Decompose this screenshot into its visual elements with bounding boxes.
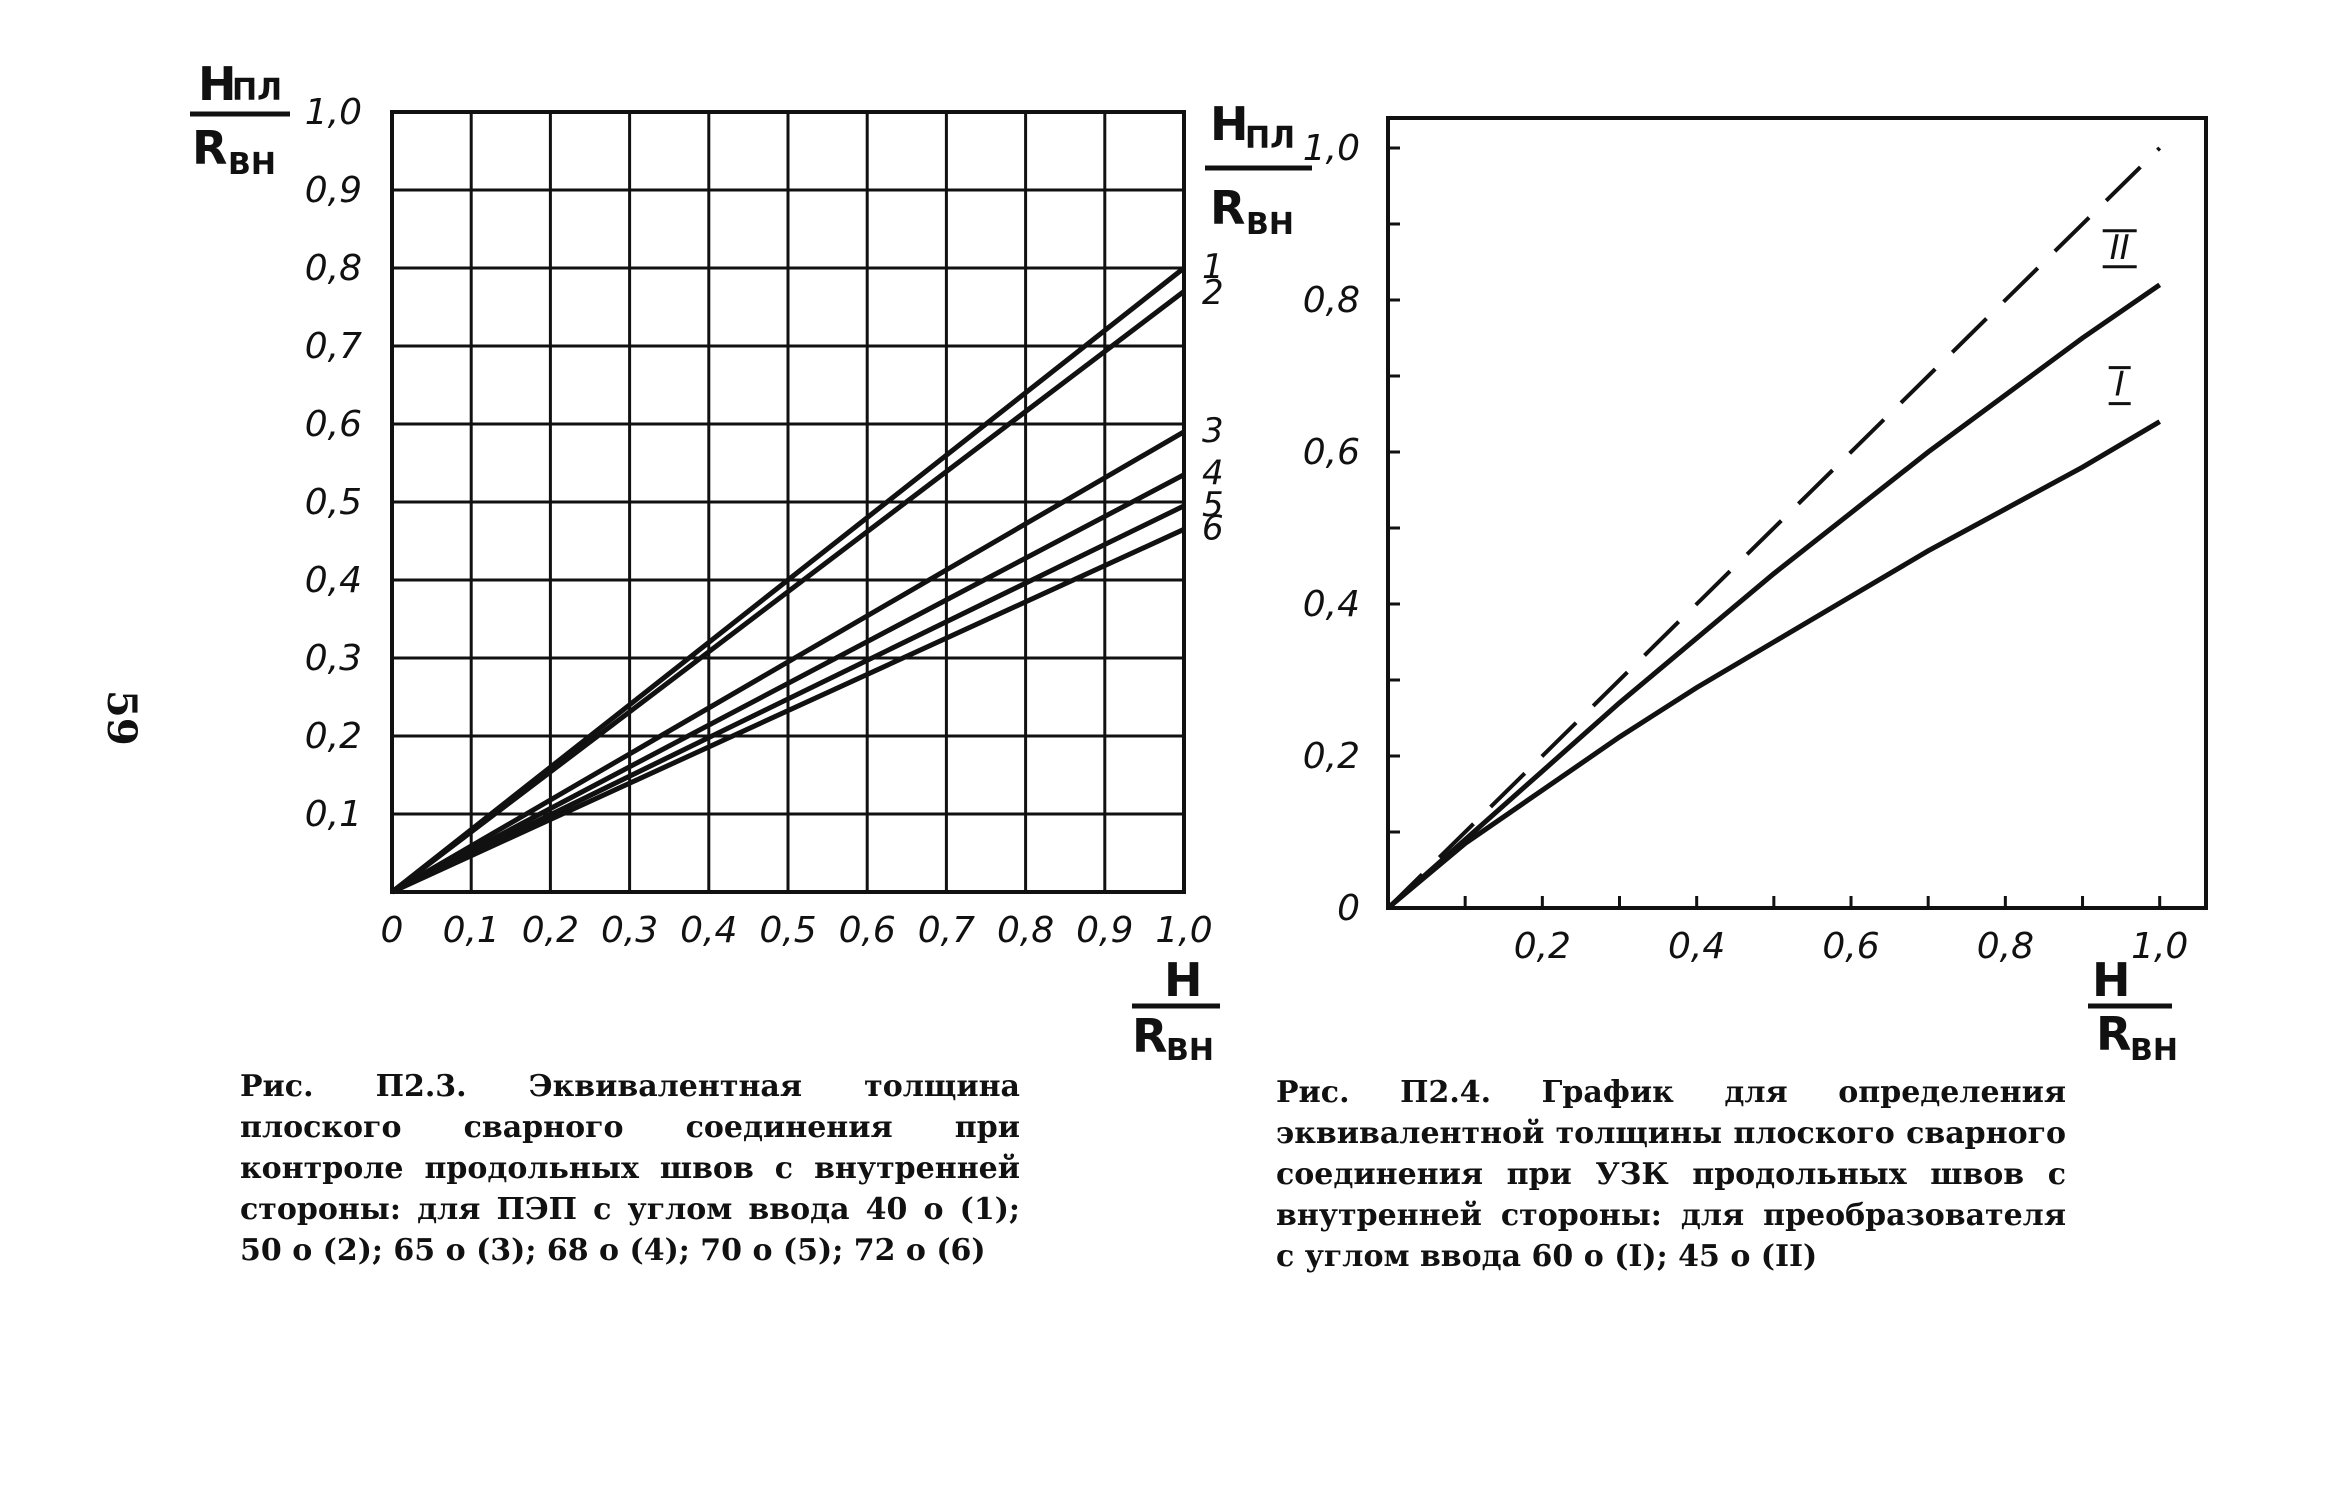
chart1-x-tick-label: 0,9 — [1076, 910, 1133, 951]
chart1-tick-labels: 0 0,1 0,2 0,3 0,4 0,5 0,6 0,7 0,8 0,9 1,0 0,1 0,2 0,3… — [305, 92, 1213, 951]
chart1-series-line-3 — [390, 429, 1186, 895]
svg-text:ПЛ: ПЛ — [232, 73, 282, 108]
svg-text:H: H — [2092, 953, 2131, 1007]
chart2-axes — [1386, 116, 2208, 910]
chart2-x-tick-label: 0,4 — [1668, 926, 1725, 967]
chart1-x-tick-label: 0,7 — [918, 910, 975, 951]
svg-text:ВН: ВН — [1166, 1033, 1214, 1068]
chart1-series-line-6 — [390, 527, 1186, 895]
chart2-x-axis-label: H R ВН — [2088, 953, 2178, 1068]
svg-text:R: R — [192, 121, 227, 175]
chart1-x-tick-label: 0,4 — [680, 910, 737, 951]
chart1-y-tick-label: 1,0 — [305, 92, 362, 133]
chart1-y-tick-label: 0,3 — [305, 638, 362, 679]
svg-text:H: H — [1164, 953, 1203, 1007]
chart2-y-tick-label: 1,0 — [1303, 128, 1360, 169]
chart1-series-label: 2 — [1202, 273, 1224, 313]
svg-text:R: R — [1132, 1009, 1167, 1063]
chart1-x-tick-label: 0,1 — [443, 910, 500, 951]
chart1-series-label: 4 — [1202, 454, 1224, 494]
chart2-y-tick-label: 0,6 — [1303, 432, 1360, 473]
chart1-x-tick-label: 0 — [381, 910, 404, 951]
chart1-x-tick-label: 0,3 — [601, 910, 658, 951]
chart2-series-line-I — [1386, 419, 2161, 910]
chart2-dashed-reference-line — [1386, 146, 2162, 910]
chart1-y-tick-label: 0,1 — [305, 794, 362, 835]
chart1-x-axis-label: H R ВН — [1132, 953, 1220, 1068]
chart2-frame — [1386, 116, 2208, 910]
svg-text:H: H — [198, 57, 237, 111]
chart1-series-line-4 — [390, 472, 1186, 895]
chart1-series-label: 1 — [1202, 247, 1224, 287]
chart2-series-label: II — [2110, 228, 2130, 268]
chart1-series-line-2 — [390, 289, 1186, 894]
chart2-x-tick-label: 1,0 — [2131, 926, 2188, 967]
chart2-y-tick-label: 0,2 — [1303, 736, 1360, 777]
chart1-y-tick-label: 0,4 — [305, 560, 362, 601]
chart1-y-tick-label: 0,6 — [305, 404, 362, 445]
chart2-series-labels: III — [2102, 228, 2137, 406]
svg-text:R: R — [2096, 1007, 2131, 1061]
chart2-y-axis-label: H ПЛ R ВН — [1205, 97, 1312, 242]
chart2-tick-labels: 0,2 0,4 0,6 0,8 1,0 0 0,2 0,4 0,6 0,8 1,0 — [1303, 128, 2189, 967]
chart2-y-tick-label: 0,4 — [1303, 584, 1360, 625]
chart1-y-tick-label: 0,7 — [305, 326, 362, 367]
chart2-y-tick-label: 0 — [1337, 888, 1360, 929]
svg-text:ПЛ: ПЛ — [1245, 121, 1295, 156]
chart1-series-line-5 — [390, 503, 1186, 895]
svg-text:R: R — [1210, 181, 1245, 235]
chart2-caption: Рис. П2.4. График для определения эквива… — [1276, 1075, 2066, 1274]
chart1-x-tick-label: 0,6 — [839, 910, 896, 951]
chart2-series-line-II — [1386, 282, 2162, 910]
chart2-series-label: I — [2115, 365, 2125, 405]
chart2-x-tick-label: 0,8 — [1977, 926, 2034, 967]
chart2-x-tick-label: 0,2 — [1514, 926, 1571, 967]
chart1-series-label: 5 — [1202, 485, 1224, 525]
chart2-series — [1386, 146, 2162, 910]
chart2-x-tick-label: 0,6 — [1822, 926, 1879, 967]
chart1-y-tick-label: 0,9 — [305, 170, 362, 211]
chart1-x-tick-label: 1,0 — [1155, 910, 1212, 951]
svg-text:H: H — [1210, 97, 1249, 151]
chart1-y-axis-label: H ПЛ R ВН — [190, 57, 290, 182]
chart1-series-line-1 — [390, 266, 1186, 894]
page-number: 59 — [98, 690, 145, 746]
chart1-y-tick-label: 0,5 — [305, 482, 362, 523]
chart1-series — [390, 266, 1186, 895]
chart1-series-label: 6 — [1202, 508, 1224, 548]
svg-text:ВН: ВН — [228, 147, 276, 182]
svg-text:ВН: ВН — [1246, 207, 1294, 242]
chart1-x-tick-label: 0,8 — [997, 910, 1054, 951]
svg-text:ВН: ВН — [2130, 1033, 2178, 1068]
chart1-y-tick-label: 0,8 — [305, 248, 362, 289]
chart1-y-tick-label: 0,2 — [305, 716, 362, 757]
chart1-x-tick-label: 0,5 — [759, 910, 816, 951]
chart1-series-label: 3 — [1202, 411, 1224, 451]
chart2-y-tick-label: 0,8 — [1303, 280, 1360, 321]
chart1-caption: Рис. П2.3. Эквивалентная толщина плоског… — [240, 1069, 1020, 1268]
chart1-x-tick-label: 0,2 — [522, 910, 579, 951]
